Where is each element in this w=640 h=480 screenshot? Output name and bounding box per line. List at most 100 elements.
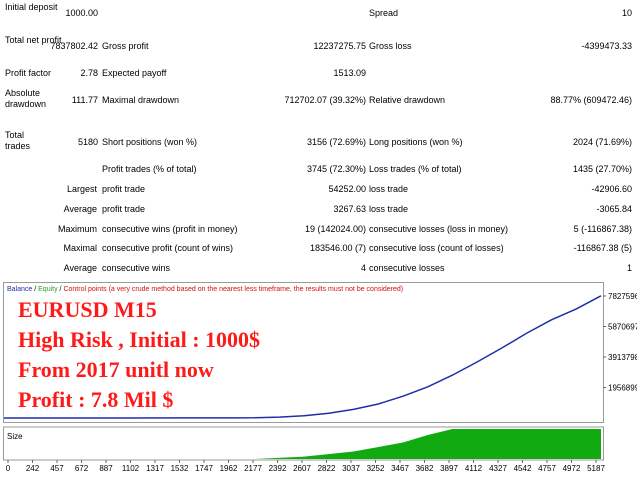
maximum-losses-label: consecutive losses (loss in money): [369, 224, 509, 234]
relative-drawdown-label: Relative drawdown: [369, 95, 446, 105]
average-loss-value: -3065.84: [596, 204, 632, 214]
average-consec-wins-label: consecutive wins: [102, 263, 171, 273]
spread-value: 10: [621, 8, 632, 18]
gross-loss-value: -4399473.33: [581, 41, 632, 51]
maximum-losses-value: 5 (-116867.38): [573, 224, 632, 234]
x-tick-label: 3037: [342, 464, 360, 473]
maximal-loss-label: consecutive loss (count of losses): [369, 243, 504, 253]
short-positions-value: 3156 (72.69%): [306, 137, 366, 147]
x-tick-label: 3467: [391, 464, 409, 473]
total-net-profit-value: 7837802.42: [50, 41, 98, 51]
x-tick-label: 2392: [269, 464, 287, 473]
total-net-profit-label: Total net profit: [5, 35, 62, 45]
gross-loss-label: Gross loss: [369, 41, 412, 51]
average-consec-losses-label: consecutive losses: [369, 263, 445, 273]
profit-factor-label: Profit factor: [5, 68, 52, 78]
maximal-label: Maximal: [63, 243, 97, 253]
maximal-loss-value: -116867.38 (5): [573, 243, 632, 253]
x-tick-label: 242: [26, 464, 40, 473]
overlay-line-3: From 2017 unitl now: [18, 357, 214, 382]
average-consec-losses-value: 1: [626, 263, 632, 273]
average-profit-label: profit trade: [102, 204, 146, 214]
spread-label: Spread: [369, 8, 399, 18]
profit-factor-value: 2.78: [80, 68, 98, 78]
x-tick-label: 887: [99, 464, 113, 473]
x-tick-label: 4112: [465, 464, 483, 473]
y-tick-label: 7827596: [608, 292, 637, 301]
legend-control-points: Control points (a very crude method base…: [63, 286, 404, 293]
gross-profit-label: Gross profit: [102, 41, 149, 51]
average-profit-value: 3267.63: [333, 204, 366, 214]
expected-payoff-label: Expected payoff: [102, 68, 167, 78]
overlay-line-2: High Risk , Initial : 1000$: [18, 327, 261, 352]
x-tick-label: 4972: [563, 464, 581, 473]
expected-payoff-value: 1513.09: [333, 68, 366, 78]
largest-label: Largest: [66, 184, 97, 194]
maximal-drawdown-value: 712702.07 (39.32%): [284, 95, 366, 105]
profit-trades-value: 3745 (72.30%): [306, 164, 366, 174]
loss-trades-value: 1435 (27.70%): [572, 164, 632, 174]
x-tick-label: 2822: [318, 464, 336, 473]
initial-deposit-value: 1000.00: [65, 8, 98, 18]
maximal-drawdown-label: Maximal drawdown: [102, 95, 180, 105]
overlay-line-1: EURUSD M15: [18, 297, 157, 322]
overlay-line-4: Profit : 7.8 Mil $: [18, 387, 174, 412]
x-tick-label: 3897: [440, 464, 458, 473]
loss-trades-label: Loss trades (% of total): [369, 164, 462, 174]
chart-legend: Balance / Equity / Control points (a ver…: [7, 286, 403, 293]
backtest-report: Initial deposit 1000.00 Spread 10 Total …: [5, 2, 632, 253]
x-tick-label: 5187: [587, 464, 605, 473]
x-tick-label: 1317: [146, 464, 164, 473]
maximal-profit-label: consecutive profit (count of wins): [102, 243, 234, 253]
size-plot-frame: [3, 426, 604, 461]
average-loss-label: loss trade: [369, 204, 409, 214]
y-tick-label: 3913798: [608, 353, 637, 362]
long-positions-value: 2024 (71.69%): [572, 137, 632, 147]
profit-trades-label: Profit trades (% of total): [102, 164, 197, 174]
absolute-drawdown-label: Absolute drawdown: [5, 88, 47, 109]
x-tick-label: 3682: [416, 464, 434, 473]
x-tick-label: 4327: [489, 464, 507, 473]
legend-sep-2: /: [57, 286, 64, 293]
short-positions-label: Short positions (won %): [102, 137, 198, 147]
y-tick-label: 1956899: [608, 384, 637, 393]
x-tick-label: 1532: [171, 464, 189, 473]
absolute-drawdown-value: 111.77: [71, 95, 98, 105]
largest-profit-value: 54252.00: [328, 184, 366, 194]
x-tick-label: 4757: [538, 464, 556, 473]
largest-loss-label: loss trade: [369, 184, 409, 194]
total-trades-label: Total trades: [5, 130, 31, 151]
main-plot-frame: [3, 282, 604, 423]
x-tick-label: 4542: [514, 464, 532, 473]
x-tick-label: 1747: [195, 464, 213, 473]
relative-drawdown-value: 88.77% (609472.46): [550, 95, 632, 105]
x-tick-label: 1102: [122, 464, 140, 473]
size-area: [4, 429, 601, 459]
total-trades-value: 5180: [77, 137, 98, 147]
average-consec-wins-value: 4: [360, 263, 366, 273]
x-tick-label: 1962: [220, 464, 238, 473]
x-tick-label: 457: [50, 464, 64, 473]
legend-balance: Balance: [7, 286, 33, 293]
x-tick-label: 2607: [293, 464, 311, 473]
x-tick-label: 3252: [367, 464, 385, 473]
y-tick-label: 5870697: [608, 323, 637, 332]
long-positions-label: Long positions (won %): [369, 137, 463, 147]
balance-line: [4, 295, 602, 419]
balance-chart-svg: 7827596 5870697 3913798 1956899 0 242 457 672 88…: [3, 282, 640, 473]
initial-deposit-label: Initial deposit: [5, 2, 58, 12]
maximal-profit-value: 183546.00 (7): [309, 243, 366, 253]
gross-profit-value: 12237275.75: [313, 41, 366, 51]
maximum-wins-label: consecutive wins (profit in money): [102, 224, 238, 234]
legend-sep-1: /: [32, 286, 39, 293]
average-consec-label: Average: [63, 263, 97, 273]
maximum-label: Maximum: [57, 224, 97, 234]
x-tick-label: 2177: [244, 464, 262, 473]
x-tick-label: 672: [75, 464, 89, 473]
size-panel-label: Size: [7, 432, 23, 441]
largest-loss-value: -42906.60: [591, 184, 632, 194]
balance-chart: 7827596 5870697 3913798 1956899 0 242 457 672 88…: [3, 282, 640, 478]
maximum-wins-value: 19 (142024.00): [304, 224, 366, 234]
x-tick-label: 0: [6, 464, 11, 473]
largest-profit-label: profit trade: [102, 184, 146, 194]
